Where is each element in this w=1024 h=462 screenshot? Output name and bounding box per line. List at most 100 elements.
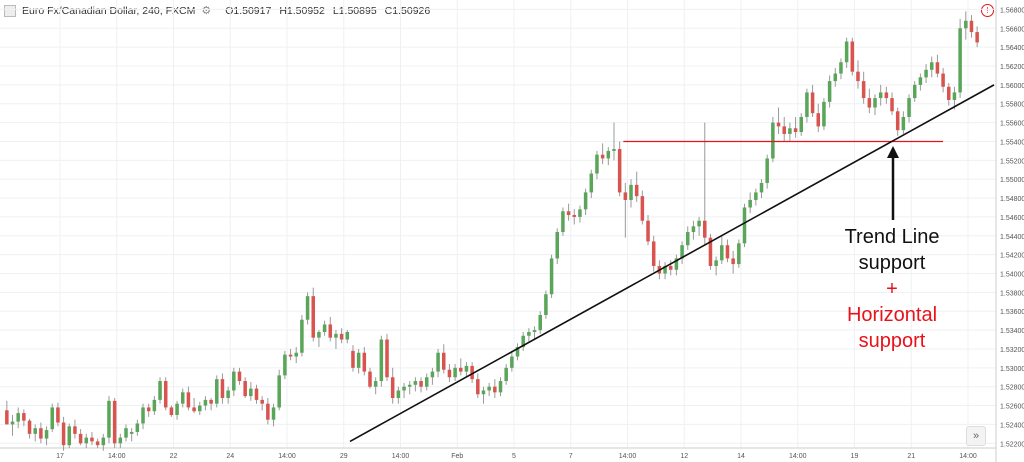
- candle-body: [759, 182, 764, 193]
- candle-body: [271, 407, 276, 420]
- trendline-annotation: Trend Line support: [828, 224, 956, 276]
- candle-body: [822, 101, 826, 127]
- candle-body: [311, 296, 316, 338]
- high-value: H1.50952: [279, 4, 325, 17]
- candle-body: [799, 116, 803, 133]
- y-tick-label: 1.53200: [1000, 347, 1024, 354]
- candle-body: [549, 258, 554, 295]
- y-tick-label: 1.54400: [1000, 234, 1024, 241]
- y-tick-label: 1.54200: [1000, 253, 1024, 260]
- candle-body: [447, 369, 452, 378]
- candle-body: [441, 352, 446, 370]
- candle-body: [720, 245, 724, 261]
- candle-body: [232, 371, 236, 391]
- candle-body: [237, 371, 242, 382]
- candle-body: [566, 211, 571, 216]
- chart-header: Euro Fx/Canadian Dollar, 240, FXCM ⚙ O1.…: [4, 4, 430, 17]
- candle-body: [714, 260, 718, 266]
- candle-body: [782, 126, 786, 134]
- candle-body: [890, 98, 894, 112]
- symbol-icon[interactable]: [4, 4, 16, 17]
- candle-body: [294, 352, 298, 357]
- candle-body: [95, 441, 100, 446]
- candle-body: [873, 98, 877, 108]
- candle-body: [430, 371, 435, 378]
- open-value: O1.50917: [225, 4, 272, 17]
- annotation-plus: +: [886, 278, 898, 300]
- candle-body: [322, 324, 327, 332]
- candle-body: [334, 333, 338, 338]
- candle-body: [589, 173, 594, 193]
- candle-body: [345, 331, 350, 340]
- trend-line: [349, 84, 995, 443]
- candle-body: [78, 433, 83, 444]
- candle-body: [964, 20, 968, 29]
- candle-body: [476, 379, 480, 395]
- candle-body: [935, 62, 940, 74]
- candle-body: [907, 98, 911, 117]
- candle-body: [572, 215, 577, 217]
- candle-body: [260, 399, 264, 404]
- candle-body: [856, 71, 860, 82]
- candle-body: [612, 149, 616, 151]
- candle-body: [901, 116, 906, 131]
- candle-body: [844, 41, 849, 63]
- candle-body: [209, 399, 213, 404]
- candle-body: [5, 410, 9, 425]
- candle-body: [249, 388, 253, 397]
- candle-body: [583, 192, 588, 210]
- candle-body: [328, 324, 333, 338]
- y-tick-label: 1.56600: [1000, 26, 1024, 33]
- candle-body: [788, 128, 792, 134]
- candle-body: [112, 400, 117, 444]
- x-tick-label: 12: [680, 453, 688, 460]
- candle-body: [152, 399, 157, 412]
- candle-body: [504, 367, 508, 382]
- candle-body: [470, 365, 474, 380]
- candle-body: [725, 245, 730, 259]
- candle-body: [277, 375, 281, 408]
- candle-body: [339, 333, 344, 340]
- candle-body: [493, 386, 497, 393]
- candle-body: [266, 403, 270, 420]
- gear-icon[interactable]: ⚙: [201, 5, 212, 17]
- x-tick-label: 14:00: [959, 453, 977, 460]
- x-tick-label: 24: [226, 453, 234, 460]
- y-tick-label: 1.55400: [1000, 139, 1024, 146]
- candle-body: [680, 245, 684, 259]
- horizontal-annotation: + Horizontal support: [828, 276, 956, 354]
- x-tick-label: 21: [907, 453, 915, 460]
- scroll-to-realtime-button[interactable]: »: [966, 426, 986, 446]
- candle-body: [407, 384, 412, 387]
- candle-body: [203, 399, 208, 406]
- candle-body: [861, 81, 866, 99]
- annotation-support-1: support: [858, 252, 926, 274]
- candle-body: [839, 62, 843, 74]
- x-tick-label: 14: [737, 453, 745, 460]
- candle-body: [685, 232, 690, 246]
- y-tick-label: 1.53800: [1000, 290, 1024, 297]
- candle-body: [708, 237, 713, 266]
- candle-body: [646, 220, 650, 242]
- alert-icon[interactable]: !: [981, 4, 994, 17]
- candle-body: [101, 437, 106, 446]
- candle-body: [396, 390, 401, 399]
- candle-body: [617, 149, 622, 193]
- candle-body: [356, 352, 361, 368]
- candle-body: [118, 437, 123, 444]
- candle-body: [481, 390, 486, 395]
- symbol-title[interactable]: Euro Fx/Canadian Dollar, 240, FXCM: [22, 4, 196, 17]
- candle-body: [146, 407, 151, 412]
- candle-body: [918, 77, 923, 85]
- y-tick-label: 1.56400: [1000, 45, 1024, 52]
- candle-body: [220, 379, 225, 399]
- y-tick-label: 1.56200: [1000, 64, 1024, 71]
- annotation-trend-line: Trend Line: [844, 226, 940, 248]
- candle-body: [924, 69, 928, 78]
- candle-body: [288, 354, 293, 357]
- y-tick-label: 1.52600: [1000, 404, 1024, 411]
- candle-body: [73, 426, 77, 434]
- candle-body: [629, 184, 633, 200]
- candle-body: [379, 339, 384, 382]
